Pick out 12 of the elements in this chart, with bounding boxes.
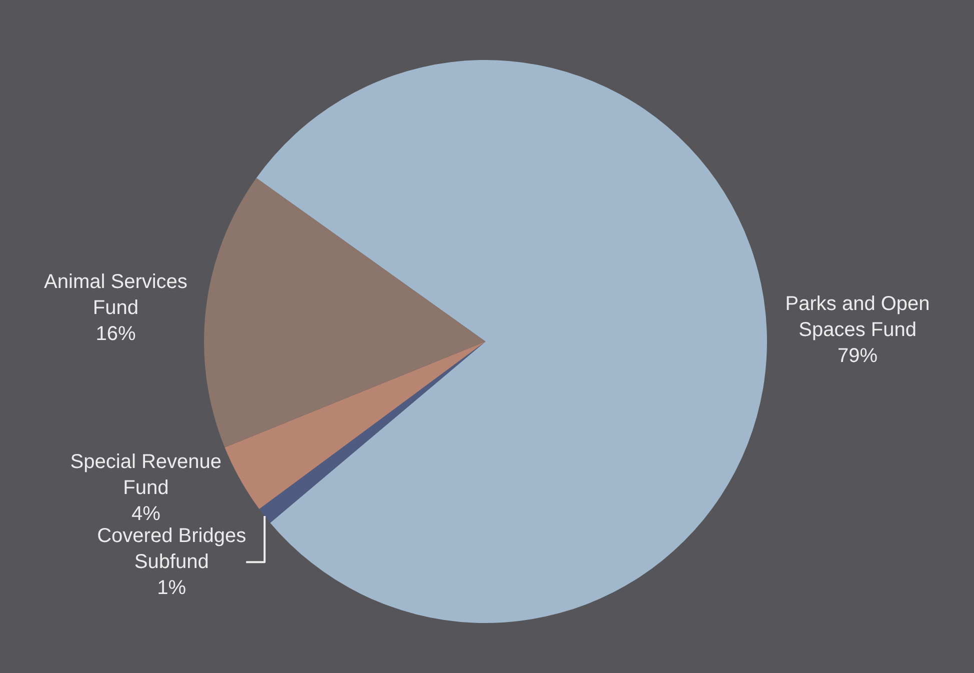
data-label: 16% xyxy=(96,323,136,346)
slice-label: Animal Services Fund xyxy=(44,271,188,320)
data-label: 79% xyxy=(838,345,878,368)
pie-slice xyxy=(256,60,767,623)
data-label: 4% xyxy=(131,503,161,526)
pie-slice xyxy=(259,342,486,523)
data-label: 1% xyxy=(157,577,186,600)
pie-slice xyxy=(224,342,486,509)
slice-label: Parks and Open Spaces Fund xyxy=(785,293,930,342)
slice-label: Covered Bridges Subfund xyxy=(97,525,246,574)
pie-slice xyxy=(204,178,486,448)
slice-label: Special Revenue Fund xyxy=(70,451,222,500)
